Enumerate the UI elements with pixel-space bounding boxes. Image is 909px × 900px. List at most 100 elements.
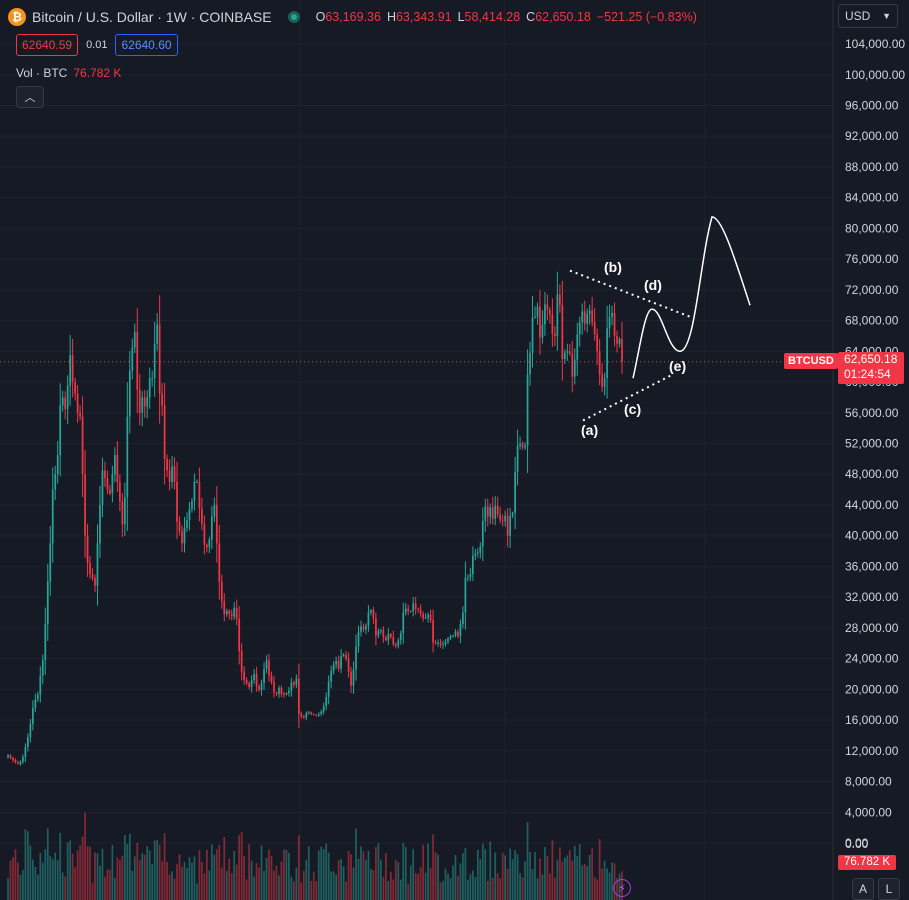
volume-bar bbox=[491, 878, 494, 900]
currency-select[interactable]: USD ▼ bbox=[838, 4, 898, 28]
volume-bar bbox=[146, 846, 149, 900]
volume-bar bbox=[486, 880, 489, 900]
candle-body bbox=[191, 501, 193, 509]
volume-bar bbox=[205, 849, 208, 900]
candle-body bbox=[519, 443, 521, 446]
candle-body bbox=[424, 617, 427, 619]
volume-bar bbox=[558, 847, 561, 900]
volume-bar bbox=[278, 875, 280, 900]
volume-bar bbox=[218, 844, 221, 900]
volume-bar bbox=[591, 848, 594, 900]
candle-body bbox=[397, 640, 400, 646]
volume-bar bbox=[54, 852, 57, 900]
candle-body bbox=[596, 334, 599, 352]
chevron-up-icon[interactable]: ︿ bbox=[16, 86, 44, 108]
candle-body bbox=[583, 311, 586, 324]
currency-label: USD bbox=[845, 9, 871, 23]
volume-bar bbox=[452, 865, 454, 900]
y-tick-label: 76,000.00 bbox=[845, 252, 899, 266]
volume-bar bbox=[362, 851, 365, 900]
volume-bar bbox=[136, 843, 139, 900]
volume-bar bbox=[288, 852, 290, 900]
bitcoin-icon[interactable]: ₿ bbox=[8, 8, 26, 26]
volume-bar bbox=[210, 844, 213, 900]
volume-bar bbox=[534, 851, 536, 900]
candle-body bbox=[273, 681, 275, 693]
volume-bar bbox=[24, 829, 27, 900]
volume-bar bbox=[19, 875, 22, 900]
candle-body bbox=[581, 311, 584, 323]
volume-bar bbox=[449, 878, 452, 900]
candle-body bbox=[181, 531, 183, 544]
candle-body bbox=[288, 690, 290, 694]
candle-body bbox=[531, 317, 534, 353]
candle-body bbox=[116, 455, 119, 482]
candle-body bbox=[131, 347, 134, 371]
volume-bar bbox=[44, 849, 47, 900]
volume-bar bbox=[320, 846, 323, 900]
sell-button[interactable]: 62640.59 bbox=[16, 34, 79, 56]
candle-body bbox=[516, 445, 519, 472]
volume-bar bbox=[382, 876, 385, 900]
volume-bar bbox=[404, 847, 407, 900]
volume-bar bbox=[265, 858, 268, 900]
candle-body bbox=[384, 637, 387, 641]
candle-body bbox=[290, 682, 293, 691]
market-open-icon[interactable] bbox=[287, 11, 300, 23]
volume-bar bbox=[367, 850, 370, 900]
volume-bar bbox=[546, 856, 549, 900]
volume-bar bbox=[69, 840, 72, 900]
y-tick-label: 68,000.00 bbox=[845, 314, 899, 328]
candle-body bbox=[22, 756, 24, 762]
symbol-title[interactable]: Bitcoin / U.S. Dollar · 1W · COINBASE bbox=[32, 9, 272, 25]
candle-body bbox=[79, 412, 81, 417]
high-label: H bbox=[386, 10, 396, 24]
candle-body bbox=[9, 755, 12, 758]
candle-body bbox=[196, 481, 198, 483]
volume-bar bbox=[332, 871, 335, 900]
candle-body bbox=[99, 504, 101, 544]
open-label: O bbox=[315, 10, 326, 24]
last-price-value: 62,650.18 bbox=[844, 352, 898, 366]
candle-body bbox=[467, 577, 469, 579]
candle-body bbox=[536, 306, 539, 317]
volume-bar bbox=[596, 879, 599, 900]
auto-scale-button[interactable]: A bbox=[852, 878, 874, 900]
volume-bar bbox=[526, 822, 529, 900]
candle-body bbox=[54, 474, 57, 490]
candle-body bbox=[352, 669, 355, 686]
volume-bar bbox=[143, 854, 146, 900]
candle-body bbox=[412, 603, 415, 611]
candle-body bbox=[14, 760, 17, 763]
candle-body bbox=[566, 351, 569, 353]
candle-body bbox=[327, 681, 330, 698]
candle-body bbox=[250, 680, 253, 688]
log-scale-button[interactable]: L bbox=[878, 878, 900, 900]
candle-body bbox=[166, 458, 168, 471]
buy-button[interactable]: 62640.60 bbox=[115, 34, 178, 56]
volume-bar bbox=[79, 845, 81, 900]
volume-bar bbox=[573, 845, 576, 900]
volume-legend[interactable]: Vol · BTC 76.782 K bbox=[16, 66, 121, 80]
candle-body bbox=[305, 713, 308, 718]
candle-body bbox=[422, 614, 425, 619]
volume-bar bbox=[340, 858, 342, 900]
candle-body bbox=[39, 675, 42, 695]
high-value: 63,343.91 bbox=[395, 10, 452, 24]
volume-bar bbox=[432, 834, 434, 900]
volume-bar bbox=[171, 871, 173, 900]
candle-body bbox=[268, 660, 270, 676]
volume-bar bbox=[563, 857, 566, 900]
volume-bar bbox=[387, 881, 390, 900]
volume-bar bbox=[240, 832, 243, 900]
lightning-icon[interactable]: ⚡ bbox=[613, 879, 631, 897]
candle-body bbox=[389, 634, 392, 638]
volume-bar bbox=[275, 865, 278, 900]
candle-body bbox=[76, 393, 79, 413]
volume-bar bbox=[377, 843, 380, 900]
candle-body bbox=[233, 607, 236, 617]
bar-countdown: 01:24:54 bbox=[844, 367, 891, 381]
candle-body bbox=[203, 524, 206, 545]
y-tick-label: 0.00 bbox=[845, 836, 869, 850]
